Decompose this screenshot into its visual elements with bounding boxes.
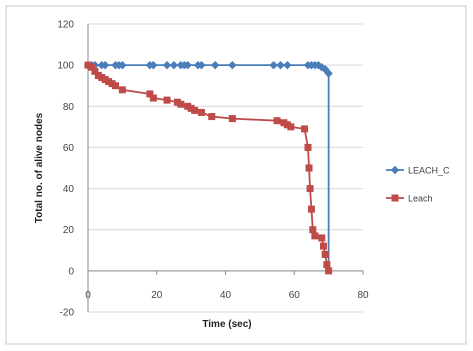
data-point bbox=[118, 60, 127, 70]
legend-marker bbox=[391, 194, 399, 202]
data-point bbox=[306, 185, 314, 193]
y-tick-label: 0 bbox=[68, 266, 74, 277]
data-point bbox=[269, 60, 278, 70]
x-tick-label: 40 bbox=[220, 290, 232, 301]
data-point bbox=[118, 86, 126, 94]
x-tick-label: 60 bbox=[289, 290, 301, 301]
data-point bbox=[163, 96, 171, 104]
data-point bbox=[323, 261, 331, 269]
data-point bbox=[191, 106, 199, 114]
data-point bbox=[197, 108, 205, 116]
data-point bbox=[162, 60, 172, 70]
data-point bbox=[301, 125, 309, 133]
data-point bbox=[325, 267, 333, 275]
legend-marker bbox=[390, 165, 400, 175]
axes bbox=[87, 24, 364, 312]
data-point bbox=[321, 250, 329, 258]
data-point bbox=[283, 60, 292, 70]
y-tick-label: 20 bbox=[63, 225, 75, 236]
data-point bbox=[311, 232, 319, 240]
data-point bbox=[228, 60, 237, 70]
data-point bbox=[319, 242, 327, 250]
series-Leach bbox=[84, 61, 333, 275]
data-point bbox=[317, 63, 326, 72]
y-tick-label: 80 bbox=[63, 102, 75, 113]
y-tick-label: 120 bbox=[57, 20, 74, 31]
data-point bbox=[305, 164, 313, 172]
data-point bbox=[320, 65, 330, 74]
data-point bbox=[177, 100, 185, 108]
legend-label: LEACH_C bbox=[408, 166, 450, 176]
data-point bbox=[309, 226, 317, 234]
y-tick-label: -20 bbox=[60, 308, 75, 319]
x-tick-label: 20 bbox=[151, 290, 163, 301]
legend: LEACH_C Leach bbox=[386, 166, 450, 204]
x-tick-label: 0 bbox=[85, 290, 91, 301]
tick-labels: -20 0 20 40 60 80 100 120 0 20 40 60 80 bbox=[57, 20, 369, 319]
y-axis-title: Total no. of alive nodes bbox=[34, 112, 45, 223]
data-point bbox=[318, 234, 326, 242]
data-point bbox=[307, 205, 315, 213]
data-point bbox=[228, 115, 236, 123]
x-tick-label: 80 bbox=[357, 290, 369, 301]
chart-background bbox=[5, 5, 467, 345]
data-point bbox=[208, 113, 216, 121]
data-point bbox=[169, 60, 179, 70]
data-point bbox=[273, 117, 281, 125]
data-point bbox=[91, 67, 99, 75]
data-point bbox=[210, 60, 220, 70]
data-point bbox=[287, 123, 295, 131]
data-point bbox=[197, 60, 206, 70]
data-point bbox=[324, 69, 333, 78]
data-point bbox=[183, 60, 192, 70]
data-point bbox=[149, 60, 158, 70]
y-tick-label: 40 bbox=[63, 184, 75, 195]
x-axis-title: Time (sec) bbox=[202, 319, 251, 330]
data-point bbox=[304, 143, 312, 151]
data-point bbox=[112, 82, 119, 90]
data-point bbox=[146, 90, 154, 98]
data-point bbox=[276, 60, 285, 70]
data-point bbox=[100, 60, 110, 70]
data-point bbox=[149, 94, 157, 102]
plot-series bbox=[83, 60, 333, 275]
legend-label: Leach bbox=[408, 194, 433, 204]
y-tick-label: 60 bbox=[63, 143, 75, 154]
data-point bbox=[87, 63, 95, 71]
y-tick-label: 100 bbox=[57, 61, 74, 72]
